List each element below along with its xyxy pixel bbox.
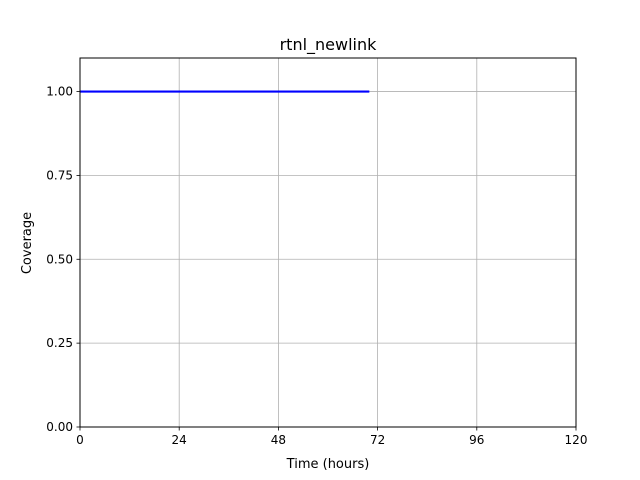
x-tick-label: 24 bbox=[172, 433, 187, 447]
y-tick-label: 1.00 bbox=[46, 85, 73, 99]
x-tick-label: 0 bbox=[76, 433, 84, 447]
x-tick-label: 48 bbox=[271, 433, 286, 447]
plot-frame bbox=[79, 57, 577, 428]
x-tick-label: 72 bbox=[370, 433, 385, 447]
y-tick-label: 0.25 bbox=[46, 336, 73, 350]
x-axis-label: Time (hours) bbox=[286, 457, 370, 472]
y-axis-label: Coverage bbox=[20, 212, 35, 274]
y-tick-label: 0.00 bbox=[46, 420, 73, 434]
x-tick-label: 120 bbox=[565, 433, 588, 447]
y-tick-label: 0.75 bbox=[46, 168, 73, 182]
y-tick-label: 0.50 bbox=[46, 252, 73, 266]
x-tick-label: 96 bbox=[469, 433, 484, 447]
ticks: 0 24 48 72 96 120 0.00 0.25 0.50 0.75 1.00 bbox=[46, 85, 587, 447]
chart-title: rtnl_newlink bbox=[280, 35, 378, 55]
